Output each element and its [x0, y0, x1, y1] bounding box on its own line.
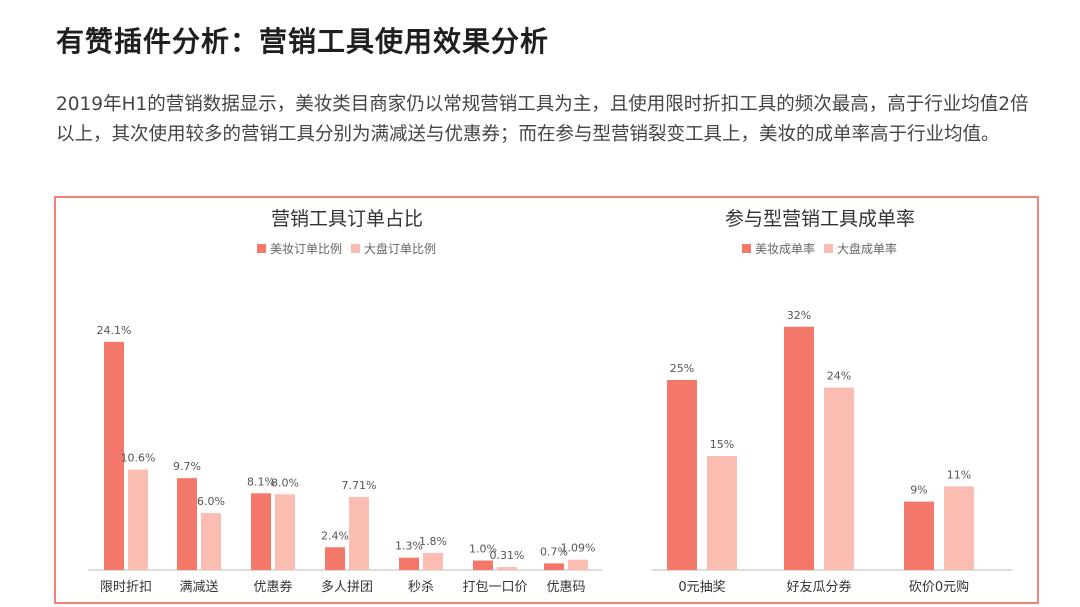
- data-label-1-2-7: 1.09%: [561, 542, 596, 555]
- bar-1-2-4: [349, 497, 369, 570]
- x-tick-label-1-7: 优惠码: [546, 580, 585, 595]
- legend-label-2-2: 大盘成单率: [837, 241, 897, 256]
- data-label-1-2-4: 7.71%: [342, 479, 377, 492]
- description-text: 2019年H1的营销数据显示，美妆类目商家仍以常规营销工具为主，且使用限时折扣工…: [56, 94, 1029, 145]
- page-title: 有赞插件分析：营销工具使用效果分析: [56, 25, 550, 58]
- bar-2-2-3: [944, 486, 974, 570]
- chart-title-2: 参与型营销工具成单率: [725, 208, 915, 230]
- x-tick-label-2-1: 0元抽奖: [678, 580, 725, 595]
- bar-1-1-1: [104, 341, 124, 570]
- legend-swatch-2-2: [824, 244, 833, 253]
- bar-2-1-1: [667, 379, 697, 570]
- chart-title-1: 营销工具订单占比: [271, 208, 423, 230]
- data-label-2-1-1: 25%: [670, 362, 694, 375]
- x-tick-label-1-3: 优惠券: [253, 579, 292, 595]
- data-label-2-2-3: 11%: [947, 468, 971, 481]
- data-label-2-2-1: 15%: [710, 438, 734, 451]
- legend-swatch-1-1: [257, 244, 266, 253]
- x-tick-label-2-2: 好友瓜分券: [786, 579, 851, 595]
- x-tick-label-1-2: 满减送: [179, 580, 218, 595]
- bar-1-2-7: [568, 559, 588, 570]
- data-label-1-2-3: 8.0%: [271, 476, 299, 489]
- bar-1-1-3: [251, 493, 271, 570]
- bar-1-2-5: [423, 552, 443, 570]
- data-label-2-1-3: 9%: [910, 484, 927, 497]
- bar-1-2-1: [128, 469, 148, 570]
- bar-2-1-2: [784, 326, 814, 570]
- legend-label-1-1: 美妆订单比例: [270, 242, 342, 256]
- data-label-1-2-6: 0.31%: [490, 549, 525, 562]
- data-label-2-1-2: 32%: [787, 309, 811, 322]
- data-label-1-1-3: 8.1%: [247, 475, 275, 488]
- data-label-1-2-5: 1.8%: [419, 535, 447, 548]
- bar-1-2-6: [497, 567, 517, 570]
- x-tick-label-2-3: 砍价0元购: [909, 579, 969, 595]
- data-label-1-2-1: 10.6%: [121, 452, 156, 465]
- x-tick-label-1-5: 秒杀: [408, 580, 434, 595]
- bar-2-2-1: [707, 455, 737, 570]
- charts-frame: [54, 196, 1039, 604]
- x-tick-label-1-4: 多人拼团: [321, 579, 373, 595]
- bar-2-1-3: [904, 501, 934, 570]
- bar-1-2-3: [275, 494, 295, 570]
- data-label-1-1-2: 9.7%: [173, 460, 201, 473]
- x-tick-label-1-6: 打包一口价: [462, 580, 527, 595]
- bar-1-2-2: [201, 513, 221, 570]
- data-label-1-1-5: 1.3%: [395, 540, 423, 553]
- legend-swatch-2-1: [742, 244, 751, 253]
- bar-1-1-6: [473, 560, 493, 570]
- data-label-1-2-2: 6.0%: [197, 495, 225, 508]
- legend-label-1-2: 大盘订单比例: [364, 241, 436, 256]
- bar-1-1-7: [544, 563, 564, 570]
- data-label-2-2-2: 24%: [827, 370, 851, 383]
- data-label-1-1-7: 0.7%: [540, 545, 568, 558]
- bar-1-1-2: [177, 478, 197, 570]
- legend-swatch-1-2: [351, 244, 360, 253]
- x-tick-label-1-1: 限时折扣: [100, 580, 152, 595]
- legend-label-2-1: 美妆成单率: [755, 241, 815, 256]
- bar-1-1-4: [325, 547, 345, 570]
- data-label-1-1-1: 24.1%: [97, 324, 132, 337]
- data-label-1-1-4: 2.4%: [321, 529, 349, 542]
- data-label-1-1-6: 1.0%: [469, 543, 497, 556]
- bar-1-1-5: [399, 557, 419, 570]
- bar-2-2-2: [824, 387, 854, 570]
